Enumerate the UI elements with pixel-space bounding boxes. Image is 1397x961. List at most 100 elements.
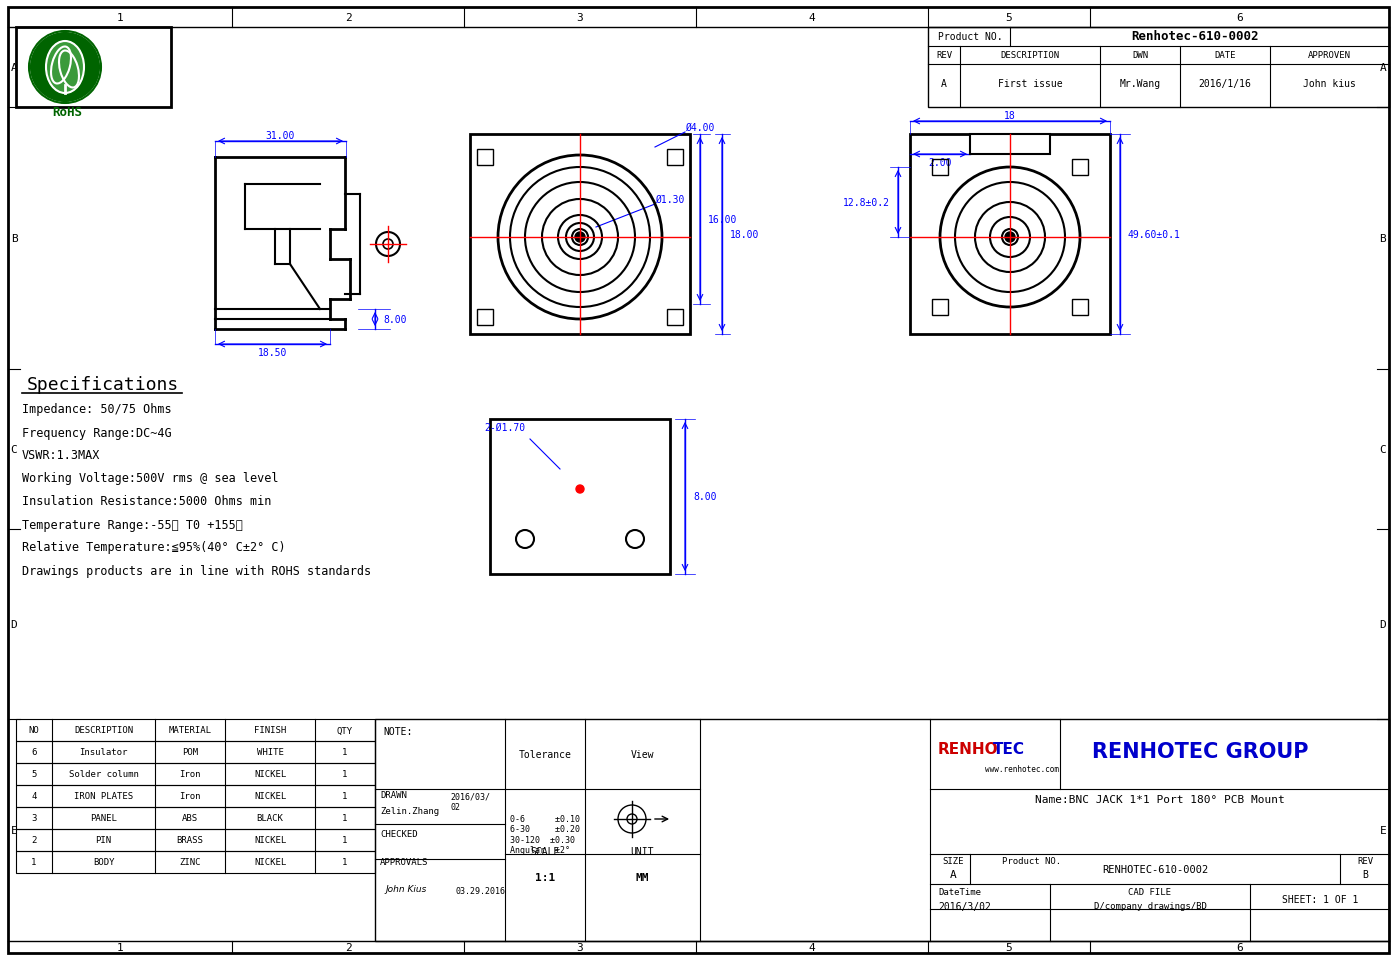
Bar: [15, 763, 374, 785]
Text: 1: 1: [342, 836, 348, 845]
Text: DESCRIPTION: DESCRIPTION: [74, 726, 133, 735]
Text: 3: 3: [577, 942, 584, 952]
Text: DateTime: DateTime: [937, 888, 981, 897]
Text: E: E: [11, 825, 17, 835]
Bar: [15, 741, 374, 763]
Text: 2: 2: [345, 13, 352, 23]
Text: 2.00: 2.00: [928, 158, 951, 168]
Bar: [932, 300, 949, 315]
Bar: [374, 719, 1389, 941]
Text: RENHO: RENHO: [937, 742, 999, 756]
Text: NOTE:: NOTE:: [383, 727, 412, 736]
Text: 2: 2: [31, 836, 36, 845]
Text: Insulator: Insulator: [80, 748, 127, 756]
Text: DESCRIPTION: DESCRIPTION: [1000, 52, 1059, 61]
Text: DWN: DWN: [1132, 52, 1148, 61]
Text: 16.00: 16.00: [708, 214, 738, 225]
Text: SIZE: SIZE: [942, 856, 964, 866]
Bar: [15, 28, 170, 108]
Text: NICKEL: NICKEL: [254, 770, 286, 778]
Text: 49.60±0.1: 49.60±0.1: [1127, 230, 1180, 239]
Text: BLACK: BLACK: [257, 814, 284, 823]
Text: CAD FILE: CAD FILE: [1129, 888, 1172, 897]
Text: REV: REV: [936, 52, 953, 61]
Bar: [15, 785, 374, 807]
Text: 18.00: 18.00: [731, 230, 760, 239]
Text: A: A: [11, 62, 17, 73]
Text: 4: 4: [809, 13, 816, 23]
Text: Ø4.00: Ø4.00: [686, 123, 715, 133]
Text: 18.50: 18.50: [258, 348, 288, 357]
Bar: [15, 807, 374, 829]
Bar: [476, 150, 493, 166]
Text: E: E: [1380, 825, 1386, 835]
Text: BODY: BODY: [92, 857, 115, 867]
Bar: [666, 309, 683, 326]
Text: ZINC: ZINC: [179, 857, 201, 867]
Text: www.renhotec.com: www.renhotec.com: [985, 765, 1059, 774]
Text: MATERIAL: MATERIAL: [169, 726, 211, 735]
Text: 1: 1: [342, 814, 348, 823]
Text: Ø1.30: Ø1.30: [655, 195, 685, 205]
Text: TEC: TEC: [993, 742, 1025, 756]
Text: REV: REV: [1356, 856, 1373, 866]
Text: Product NO.: Product NO.: [1002, 856, 1062, 866]
Text: FINISH: FINISH: [254, 726, 286, 735]
Text: Temperature Range:-55℃ T0 +155℃: Temperature Range:-55℃ T0 +155℃: [22, 518, 243, 530]
Text: 4: 4: [31, 792, 36, 801]
Text: 1: 1: [342, 770, 348, 778]
Text: Frequency Range:DC~4G: Frequency Range:DC~4G: [22, 426, 172, 439]
Text: 1: 1: [31, 857, 36, 867]
Bar: [970, 135, 1051, 155]
Text: 18: 18: [1004, 111, 1016, 121]
Bar: [1071, 160, 1088, 176]
Text: Zelin.Zhang: Zelin.Zhang: [380, 806, 439, 816]
Text: Renhotec-610-0002: Renhotec-610-0002: [1132, 31, 1259, 43]
Text: 2016/03/: 2016/03/: [450, 792, 490, 801]
Text: RENHOTEC GROUP: RENHOTEC GROUP: [1091, 741, 1308, 761]
Text: Specifications: Specifications: [27, 376, 179, 394]
Text: Working Voltage:500V rms @ sea level: Working Voltage:500V rms @ sea level: [22, 472, 278, 485]
Text: 5: 5: [1006, 13, 1013, 23]
Text: 02: 02: [450, 802, 460, 812]
Text: BRASS: BRASS: [176, 836, 204, 845]
Text: IRON PLATES: IRON PLATES: [74, 792, 133, 801]
Text: PIN: PIN: [95, 836, 112, 845]
Text: DRAWN: DRAWN: [380, 791, 407, 800]
Text: C: C: [11, 445, 17, 455]
Text: B: B: [1380, 234, 1386, 244]
Bar: [469, 135, 690, 334]
Text: Iron: Iron: [179, 770, 201, 778]
Circle shape: [31, 34, 99, 102]
Text: 1: 1: [342, 792, 348, 801]
Text: 03.29.2016: 03.29.2016: [455, 887, 504, 896]
Bar: [15, 829, 374, 851]
Bar: [932, 160, 949, 176]
Text: Solder column: Solder column: [68, 770, 138, 778]
Ellipse shape: [46, 42, 84, 94]
Text: NICKEL: NICKEL: [254, 857, 286, 867]
Text: 5: 5: [31, 770, 36, 778]
Text: 2: 2: [345, 942, 352, 952]
Text: POM: POM: [182, 748, 198, 756]
Text: NO: NO: [28, 726, 39, 735]
Text: D/company drawings/BD: D/company drawings/BD: [1094, 901, 1207, 911]
Text: Insulation Resistance:5000 Ohms min: Insulation Resistance:5000 Ohms min: [22, 495, 271, 508]
Text: 0-6      ±0.10
6-30     ±0.20
30-120  ±0.30
Angular  ±2°: 0-6 ±0.10 6-30 ±0.20 30-120 ±0.30 Angula…: [510, 814, 580, 854]
Text: 1: 1: [342, 857, 348, 867]
Text: 31.00: 31.00: [265, 131, 295, 141]
Text: UNIT: UNIT: [630, 846, 654, 856]
Text: A: A: [950, 869, 957, 879]
Text: 6: 6: [1236, 13, 1243, 23]
Text: Impedance: 50/75 Ohms: Impedance: 50/75 Ohms: [22, 403, 172, 416]
Text: 4: 4: [809, 942, 816, 952]
Bar: [909, 135, 1111, 334]
Circle shape: [576, 485, 584, 494]
Text: QTY: QTY: [337, 726, 353, 735]
Text: 6: 6: [31, 748, 36, 756]
Text: 2016/3/02: 2016/3/02: [937, 901, 990, 911]
Text: First issue: First issue: [997, 79, 1062, 89]
Text: John kius: John kius: [1303, 79, 1356, 89]
Text: Tolerance: Tolerance: [518, 750, 571, 759]
Text: 1: 1: [342, 748, 348, 756]
